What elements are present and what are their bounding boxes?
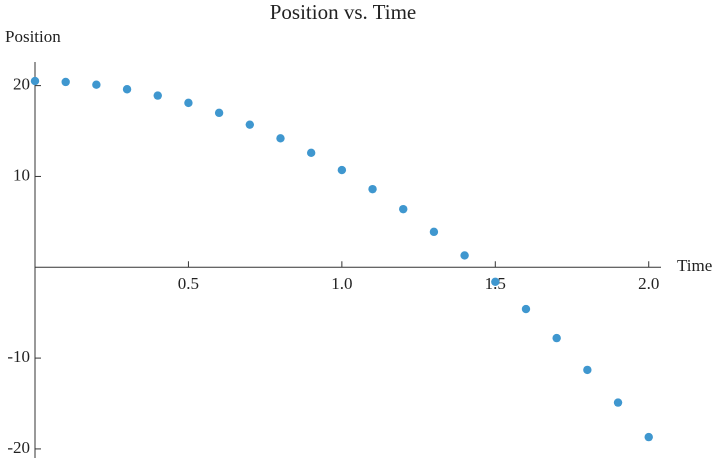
- point: [491, 277, 500, 286]
- y-tick-label: -10: [7, 347, 30, 366]
- y-axis-label: Position: [5, 27, 61, 46]
- point: [583, 365, 592, 375]
- point: [460, 251, 469, 260]
- point: [92, 80, 101, 89]
- y-tick-label: 10: [13, 165, 30, 184]
- point: [521, 304, 531, 314]
- point: [184, 98, 193, 108]
- x-tick-label: 1.0: [331, 274, 352, 293]
- point: [122, 85, 132, 94]
- y-tick-label: 20: [13, 75, 30, 94]
- point: [61, 77, 70, 87]
- point: [245, 120, 255, 129]
- point: [644, 432, 653, 442]
- point: [30, 76, 40, 86]
- point: [337, 165, 347, 175]
- point: [552, 333, 561, 343]
- x-tick-label: 0.5: [178, 274, 199, 293]
- x-tick-label: 2.0: [638, 274, 659, 293]
- chart-title: Position vs. Time: [270, 0, 416, 24]
- x-axis-label: Time: [677, 256, 712, 275]
- point: [214, 108, 224, 118]
- point: [429, 227, 439, 237]
- point: [306, 148, 316, 158]
- point: [399, 204, 408, 214]
- y-tick-label: -20: [7, 438, 30, 457]
- point: [153, 91, 162, 100]
- point: [276, 134, 285, 143]
- point: [613, 398, 623, 407]
- point: [368, 184, 377, 194]
